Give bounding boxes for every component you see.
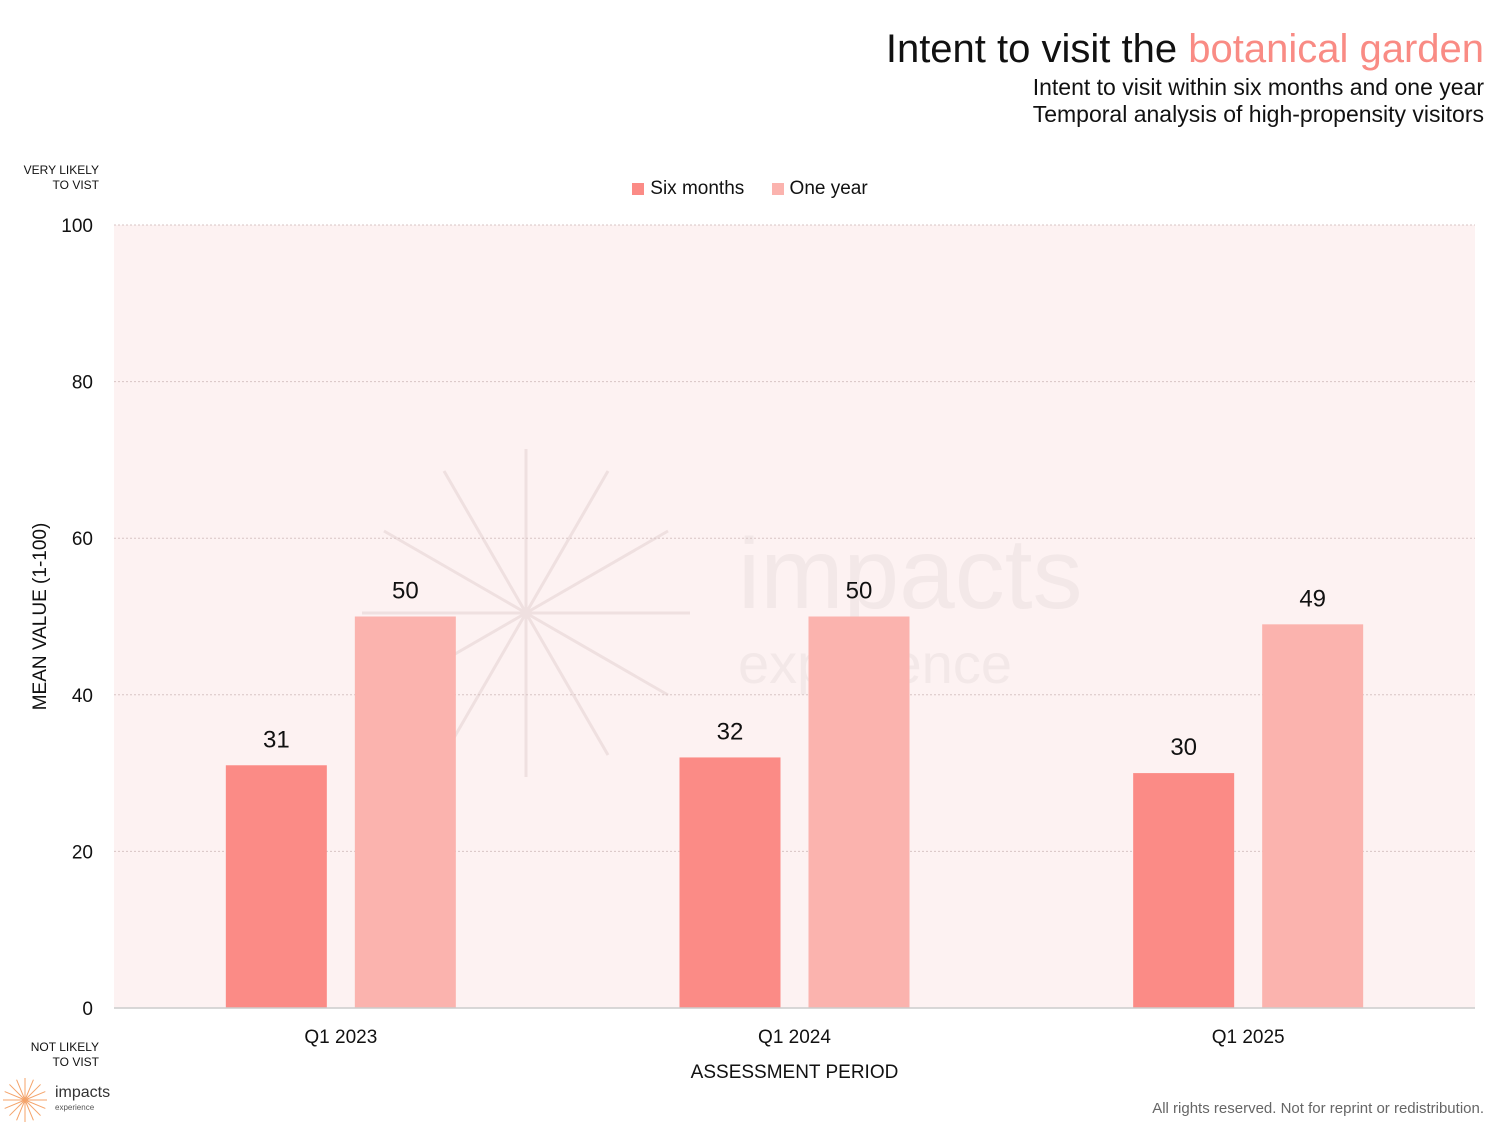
data-label-one-year: 50: [846, 578, 873, 605]
chart-title: Intent to visit the botanical garden: [886, 24, 1484, 74]
y-tick-label: 100: [61, 216, 93, 237]
logo-subword: experience: [55, 1103, 95, 1112]
bar-six-months: [679, 757, 781, 1008]
data-label-one-year: 49: [1299, 585, 1326, 612]
gridlines: [114, 224, 1475, 852]
bar-one-year: [808, 616, 910, 1008]
axis-note-bottom-line-1: NOT LIKELY: [30, 1040, 99, 1054]
chart-legend: Six months One year: [0, 178, 1500, 201]
axis-note-bottom-line-2: TO VIST: [52, 1055, 99, 1069]
chart-subtitle-2: Temporal analysis of high-propensity vis…: [1032, 101, 1484, 127]
legend-label-six-months: Six months: [650, 178, 745, 199]
watermark-star-icon: [362, 449, 690, 777]
y-tick-label: 60: [72, 529, 93, 550]
legend-swatch-one-year: [771, 183, 784, 195]
x-tick-label: Q1 2024: [758, 1027, 831, 1048]
bar-one-year: [354, 616, 456, 1008]
x-axis-title: ASSESSMENT PERIOD: [691, 1062, 899, 1083]
plot-background: [114, 225, 1475, 1008]
bar-one-year: [1262, 624, 1364, 1008]
title-prefix: Intent to visit the: [885, 27, 1189, 71]
bar-six-months: [225, 765, 327, 1008]
bar-six-months: [1133, 773, 1235, 1008]
data-label-six-months: 31: [263, 726, 290, 753]
legend-swatch-six-months: [632, 183, 645, 195]
legend-label-one-year: One year: [789, 178, 868, 199]
footer-copyright: All rights reserved. Not for reprint or …: [1152, 1100, 1484, 1117]
y-tick-label: 0: [82, 999, 93, 1020]
data-label-six-months: 32: [717, 718, 744, 745]
y-tick-label: 20: [72, 842, 93, 863]
axis-note-bottom: NOT LIKELY TO VIST: [0, 1040, 99, 1070]
title-block: Intent to visit the botanical garden Int…: [886, 24, 1484, 128]
y-tick-label: 80: [72, 373, 93, 394]
x-tick-labels: Q1 2023 Q1 2024 Q1 2025: [304, 1027, 1284, 1048]
axis-note-top-line-2: TO VIST: [52, 178, 99, 192]
x-tick-label: Q1 2025: [1212, 1027, 1285, 1048]
watermark-word-1: impacts: [738, 518, 1083, 630]
data-label-one-year: 50: [392, 578, 419, 605]
logo-sunburst-icon: [3, 1078, 47, 1122]
axis-note-top: VERY LIKELY TO VIST: [0, 163, 99, 193]
logo-word: impacts: [55, 1084, 111, 1101]
y-axis-title: MEAN VALUE (1-100): [30, 523, 51, 711]
chart-subtitle-1: Intent to visit within six months and on…: [1032, 74, 1484, 100]
data-label-six-months: 30: [1170, 734, 1197, 761]
legend-item-six-months: Six months: [632, 178, 744, 200]
legend-item-one-year: One year: [771, 178, 868, 200]
axis-note-top-line-1: VERY LIKELY: [23, 163, 99, 177]
y-tick-labels: 0 20 40 60 80 100: [61, 216, 93, 1020]
y-tick-label: 40: [72, 686, 93, 707]
bars: 31 50 32 50 30 49: [225, 578, 1364, 1008]
title-accent: botanical garden: [1188, 27, 1484, 71]
x-tick-label: Q1 2023: [304, 1027, 377, 1048]
